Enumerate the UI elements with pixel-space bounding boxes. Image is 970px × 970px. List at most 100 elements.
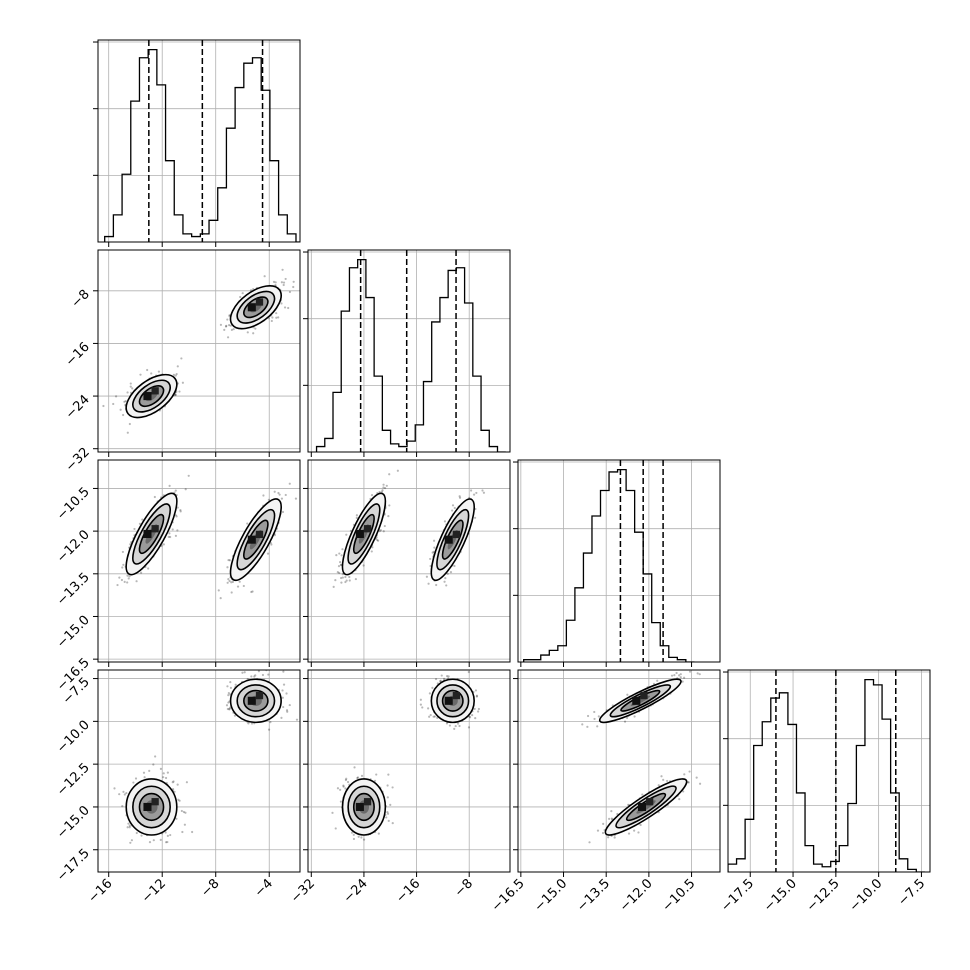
- scatter-point: [176, 506, 179, 509]
- scatter-point: [113, 787, 116, 790]
- scatter-point: [162, 543, 165, 546]
- scatter-point: [181, 381, 185, 384]
- scatter-point: [272, 280, 276, 283]
- scatter-point: [169, 833, 172, 837]
- scatter-point: [270, 319, 273, 323]
- scatter-point: [226, 336, 230, 339]
- scatter-point: [159, 838, 162, 841]
- scatter-point: [175, 515, 178, 518]
- scatter-point: [386, 784, 389, 787]
- scatter-point: [132, 781, 135, 784]
- scatter-point: [123, 580, 126, 584]
- scatter-point: [442, 677, 446, 680]
- histogram-panel-2: [513, 459, 721, 667]
- peak-bin: [247, 696, 256, 705]
- scatter-point: [384, 486, 387, 490]
- scatter-point: [345, 579, 348, 582]
- scatter-point: [362, 564, 365, 567]
- scatter-point: [164, 776, 168, 780]
- scatter-point: [456, 722, 460, 725]
- scatter-point: [267, 673, 270, 676]
- scatter-panel-2-0: −16.5−15.0−13.5−12.0−10.5: [54, 459, 301, 694]
- scatter-point: [266, 552, 270, 555]
- scatter-point: [593, 717, 596, 721]
- scatter-point: [277, 316, 280, 319]
- scatter-point: [429, 557, 432, 561]
- scatter-point: [445, 722, 449, 725]
- scatter-point: [174, 393, 177, 397]
- scatter-point: [191, 830, 194, 834]
- scatter-point: [467, 670, 470, 674]
- scatter-point: [138, 522, 142, 525]
- scatter-point: [386, 812, 390, 815]
- scatter-point: [396, 469, 399, 472]
- peak-bin: [444, 535, 453, 544]
- scatter-point: [339, 576, 343, 580]
- scatter-point: [435, 583, 438, 587]
- scatter-point: [292, 285, 295, 289]
- scatter-point: [254, 674, 257, 677]
- panel-frame: [517, 459, 721, 663]
- x-tick-label: −15.0: [761, 876, 800, 915]
- scatter-point: [251, 590, 254, 593]
- scatter-panel-3-0: −16 −12 −8 −4−17.5−15.0−12.5−10.0−7.5: [54, 669, 301, 906]
- scatter-point: [135, 580, 138, 583]
- peak-bin: [143, 529, 152, 539]
- scatter-point: [150, 372, 153, 375]
- scatter-point: [238, 580, 241, 583]
- scatter-point: [340, 581, 343, 584]
- panel-frame: [97, 39, 301, 243]
- scatter-point: [336, 570, 339, 574]
- scatter-point: [281, 696, 284, 699]
- scatter-point: [226, 685, 229, 688]
- scatter-point: [444, 577, 447, 580]
- scatter-point: [378, 530, 381, 533]
- scatter-point: [253, 675, 256, 678]
- scatter-point: [352, 833, 355, 836]
- scatter-point: [179, 510, 182, 513]
- scatter-point: [225, 324, 228, 327]
- scatter-point: [334, 579, 337, 582]
- scatter-point: [177, 798, 180, 801]
- scatter-point: [440, 674, 443, 677]
- scatter-point: [233, 714, 237, 717]
- scatter-point: [127, 577, 130, 580]
- scatter-point: [458, 724, 461, 728]
- scatter-point: [227, 694, 230, 697]
- scatter-point: [453, 564, 456, 568]
- scatter-point: [175, 817, 178, 820]
- peak-bin: [363, 798, 372, 806]
- scatter-point: [287, 306, 290, 310]
- scatter-point: [254, 327, 257, 330]
- scatter-point: [458, 496, 462, 499]
- scatter-point: [127, 822, 130, 825]
- scatter-point: [433, 546, 436, 549]
- peak-bin: [355, 529, 364, 539]
- scatter-point: [370, 550, 373, 553]
- y-tick-label: −12.5: [54, 760, 93, 799]
- scatter-point: [381, 489, 384, 492]
- scatter-point: [391, 786, 394, 789]
- scatter-point: [246, 331, 249, 334]
- scatter-point: [348, 579, 351, 582]
- peak-bin: [452, 691, 461, 700]
- histogram-steps-1: [315, 258, 506, 452]
- scatter-point: [345, 777, 348, 780]
- scatter-point: [698, 782, 702, 785]
- scatter-point: [357, 835, 360, 838]
- peak-bin: [151, 798, 159, 806]
- scatter-point: [454, 724, 457, 728]
- scatter-point: [474, 689, 478, 692]
- scatter-point: [687, 781, 690, 784]
- scatter-point: [234, 683, 237, 686]
- scatter-point: [385, 816, 388, 819]
- scatter-point: [675, 671, 678, 675]
- scatter-point: [588, 841, 591, 844]
- scatter-point: [135, 831, 138, 835]
- scatter-point: [126, 581, 129, 584]
- scatter-point: [342, 785, 345, 788]
- scatter-point: [431, 686, 434, 689]
- scatter-point: [250, 675, 253, 678]
- peak-bin: [151, 387, 159, 395]
- scatter-point: [175, 372, 178, 376]
